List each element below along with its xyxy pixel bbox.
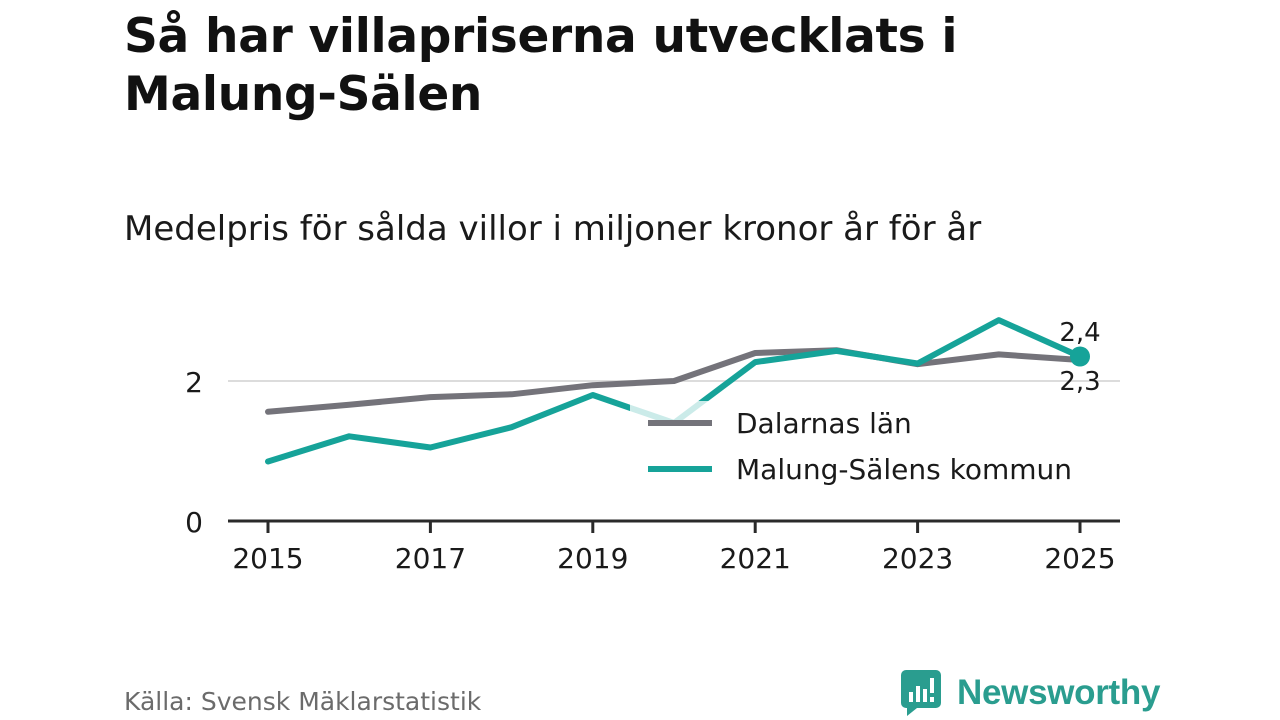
source-note: Källa: Svensk Mäklarstatistik bbox=[124, 687, 482, 716]
x-tick-label: 2017 bbox=[395, 542, 466, 575]
y-tick-label: 2 bbox=[185, 366, 203, 399]
x-tick-label: 2025 bbox=[1044, 542, 1115, 575]
x-tick-label: 2023 bbox=[882, 542, 953, 575]
legend-label: Malung-Sälens kommun bbox=[736, 453, 1072, 486]
chart-subtitle: Medelpris för sålda villor i miljoner kr… bbox=[124, 209, 982, 249]
chart-title: Så har villapriserna utvecklats i Malung… bbox=[124, 9, 958, 122]
newsworthy-logo: Newsworthy bbox=[901, 670, 1160, 716]
x-tick-label: 2019 bbox=[557, 542, 628, 575]
series-line-dalarnas-lan bbox=[265, 347, 1083, 415]
newsworthy-logo-icon bbox=[901, 670, 941, 716]
end-label-malung-salen: 2,4 bbox=[1059, 318, 1100, 348]
y-tick-label: 0 bbox=[185, 506, 203, 539]
x-tick-label: 2015 bbox=[232, 542, 303, 575]
legend-label: Dalarnas län bbox=[736, 407, 912, 440]
x-tick-label: 2021 bbox=[720, 542, 791, 575]
brand-name: Newsworthy bbox=[957, 673, 1161, 712]
legend-background bbox=[630, 401, 1102, 493]
end-label-dalarnas-lan: 2,3 bbox=[1059, 367, 1100, 397]
end-point-marker bbox=[1070, 346, 1090, 367]
